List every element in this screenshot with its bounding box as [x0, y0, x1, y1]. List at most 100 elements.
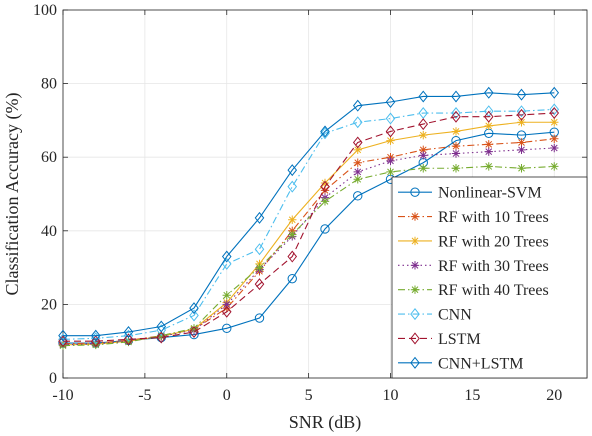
series-line [62, 165, 555, 347]
x-tick-label: 0 [223, 387, 231, 404]
series-group [58, 86, 560, 350]
legend-marker [410, 285, 420, 294]
data-point [254, 278, 265, 291]
data-point [288, 215, 297, 224]
data-point [320, 224, 330, 234]
data-point [550, 143, 559, 153]
data-point [483, 110, 494, 123]
data-point [320, 180, 330, 193]
data-point [123, 333, 134, 346]
legend-entry: RF with 30 Trees [398, 258, 549, 275]
data-point [124, 337, 133, 347]
data-point [550, 134, 559, 143]
data-point [254, 211, 265, 224]
legend-label: CNN [438, 307, 472, 324]
y-tick-label: 100 [33, 2, 57, 19]
data-point [91, 340, 100, 350]
data-point [516, 130, 527, 140]
data-point [451, 149, 461, 158]
data-point [451, 107, 461, 120]
data-point [255, 263, 264, 272]
legend-label: LSTM [438, 331, 481, 348]
data-point [189, 309, 199, 322]
data-point [222, 291, 231, 300]
legend-box [391, 176, 588, 379]
data-point [549, 107, 560, 120]
data-point [90, 335, 101, 348]
legend-label: RF with 10 Trees [438, 209, 549, 226]
data-point [484, 121, 493, 131]
data-point [451, 90, 461, 103]
data-point [287, 250, 298, 263]
data-point [516, 105, 527, 118]
data-point [353, 191, 363, 201]
data-point [517, 138, 526, 147]
data-point [189, 302, 199, 315]
data-point [517, 145, 526, 155]
legend-entry: Nonlinear-SVM [398, 185, 542, 202]
data-point [320, 125, 330, 138]
data-point [385, 112, 396, 125]
data-point [353, 175, 362, 184]
data-point [484, 140, 493, 149]
data-point [58, 335, 68, 348]
y-tick-label: 40 [41, 223, 57, 240]
data-point [254, 243, 265, 256]
data-point [90, 332, 101, 345]
data-point [484, 162, 493, 171]
data-point [517, 118, 526, 127]
data-point [320, 178, 330, 188]
data-point [516, 108, 527, 121]
legend-entry: CNN+LSTM [398, 355, 523, 372]
x-axis-label: SNR (dB) [289, 412, 362, 433]
series-line [63, 92, 555, 337]
series-7 [58, 86, 560, 342]
legend-entry: RF with 20 Trees [398, 233, 549, 250]
data-point [386, 136, 395, 145]
data-point [287, 180, 298, 193]
y-axis-label: Classification Accuracy (%) [2, 93, 23, 296]
data-point [352, 116, 363, 129]
legend: Nonlinear-SVM RF with 10 Trees RF with 20 … [391, 176, 588, 379]
data-point [386, 156, 395, 166]
data-point [353, 158, 362, 167]
data-point [550, 118, 559, 127]
data-point [156, 320, 167, 333]
data-point [353, 167, 362, 177]
data-point [189, 325, 199, 339]
legend-marker [410, 261, 420, 270]
data-point [288, 230, 297, 239]
data-point [451, 127, 461, 136]
data-point [451, 110, 461, 123]
data-point [123, 325, 134, 339]
data-point [90, 329, 101, 342]
data-point [287, 273, 297, 284]
data-point [484, 147, 493, 156]
legend-marker [410, 236, 420, 246]
data-point [221, 257, 232, 270]
data-point [254, 313, 265, 323]
data-point [221, 305, 232, 318]
data-point [483, 86, 494, 99]
data-point [385, 125, 396, 138]
data-point [353, 145, 362, 155]
data-point [451, 141, 461, 151]
x-tick-label: -5 [138, 387, 151, 404]
data-point [419, 145, 428, 155]
data-point [516, 88, 527, 101]
data-point [156, 331, 167, 344]
legend-label: RF with 30 Trees [438, 258, 549, 275]
legend-marker [410, 212, 420, 221]
data-point [419, 130, 428, 140]
legend-entry: RF with 10 Trees [398, 209, 549, 226]
legend-label: RF with 40 Trees [438, 282, 549, 299]
data-point [189, 324, 199, 333]
series-line [62, 108, 555, 340]
legend-marker [410, 187, 420, 197]
data-point [549, 86, 560, 99]
data-point [418, 90, 429, 103]
x-tick-label: 15 [464, 387, 480, 404]
legend-label: CNN+LSTM [438, 355, 523, 372]
legend-entry: RF with 40 Trees [398, 282, 549, 299]
